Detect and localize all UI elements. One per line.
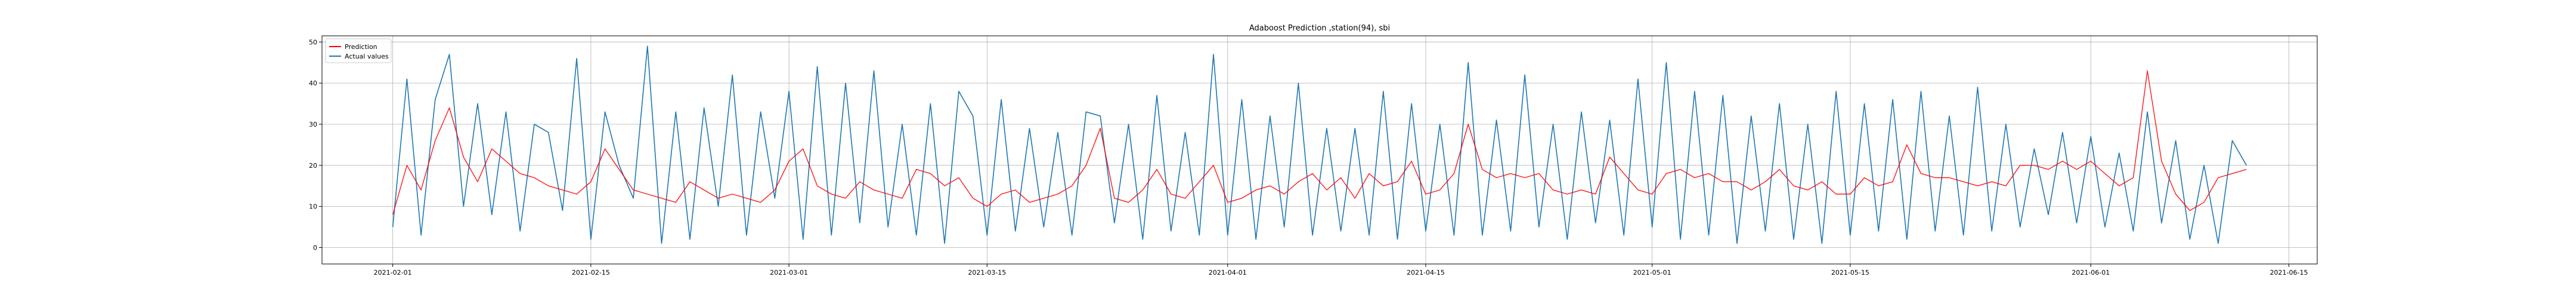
- x-tick-label: 2021-03-01: [770, 269, 808, 277]
- y-tick-label: 50: [309, 38, 317, 46]
- x-tick-label: 2021-02-01: [374, 269, 412, 277]
- legend: Prediction Actual values: [325, 38, 392, 63]
- legend-box: [325, 38, 392, 63]
- y-tick-label: 10: [309, 203, 317, 211]
- x-tick-label: 2021-06-15: [2270, 269, 2308, 277]
- x-tick-label: 2021-05-01: [1633, 269, 1671, 277]
- axis-ticks: 2021-02-01 2021-02-15 2021-03-01 2021-03-15…: [309, 38, 2308, 277]
- y-tick-label: 40: [309, 79, 317, 87]
- x-tick-label: 2021-05-15: [1831, 269, 1869, 277]
- grid-lines: [322, 36, 2317, 264]
- y-tick-label: 30: [309, 121, 317, 128]
- x-tick-label: 2021-03-15: [968, 269, 1006, 277]
- x-tick-label: 2021-02-15: [572, 269, 610, 277]
- x-tick-label: 2021-04-01: [1209, 269, 1247, 277]
- legend-label-prediction: Prediction: [345, 43, 377, 51]
- x-tick-label: 2021-06-01: [2072, 269, 2110, 277]
- y-tick-label: 0: [313, 244, 317, 251]
- y-tick-label: 20: [309, 162, 317, 170]
- legend-label-actual: Actual values: [345, 53, 389, 60]
- x-tick-label: 2021-04-15: [1407, 269, 1445, 277]
- plot-frame: [321, 35, 2318, 265]
- series-lines: [392, 45, 2247, 244]
- chart-title: Adaboost Prediction ,station(94), sbi: [1249, 24, 1390, 33]
- series-line-prediction: [392, 70, 2247, 215]
